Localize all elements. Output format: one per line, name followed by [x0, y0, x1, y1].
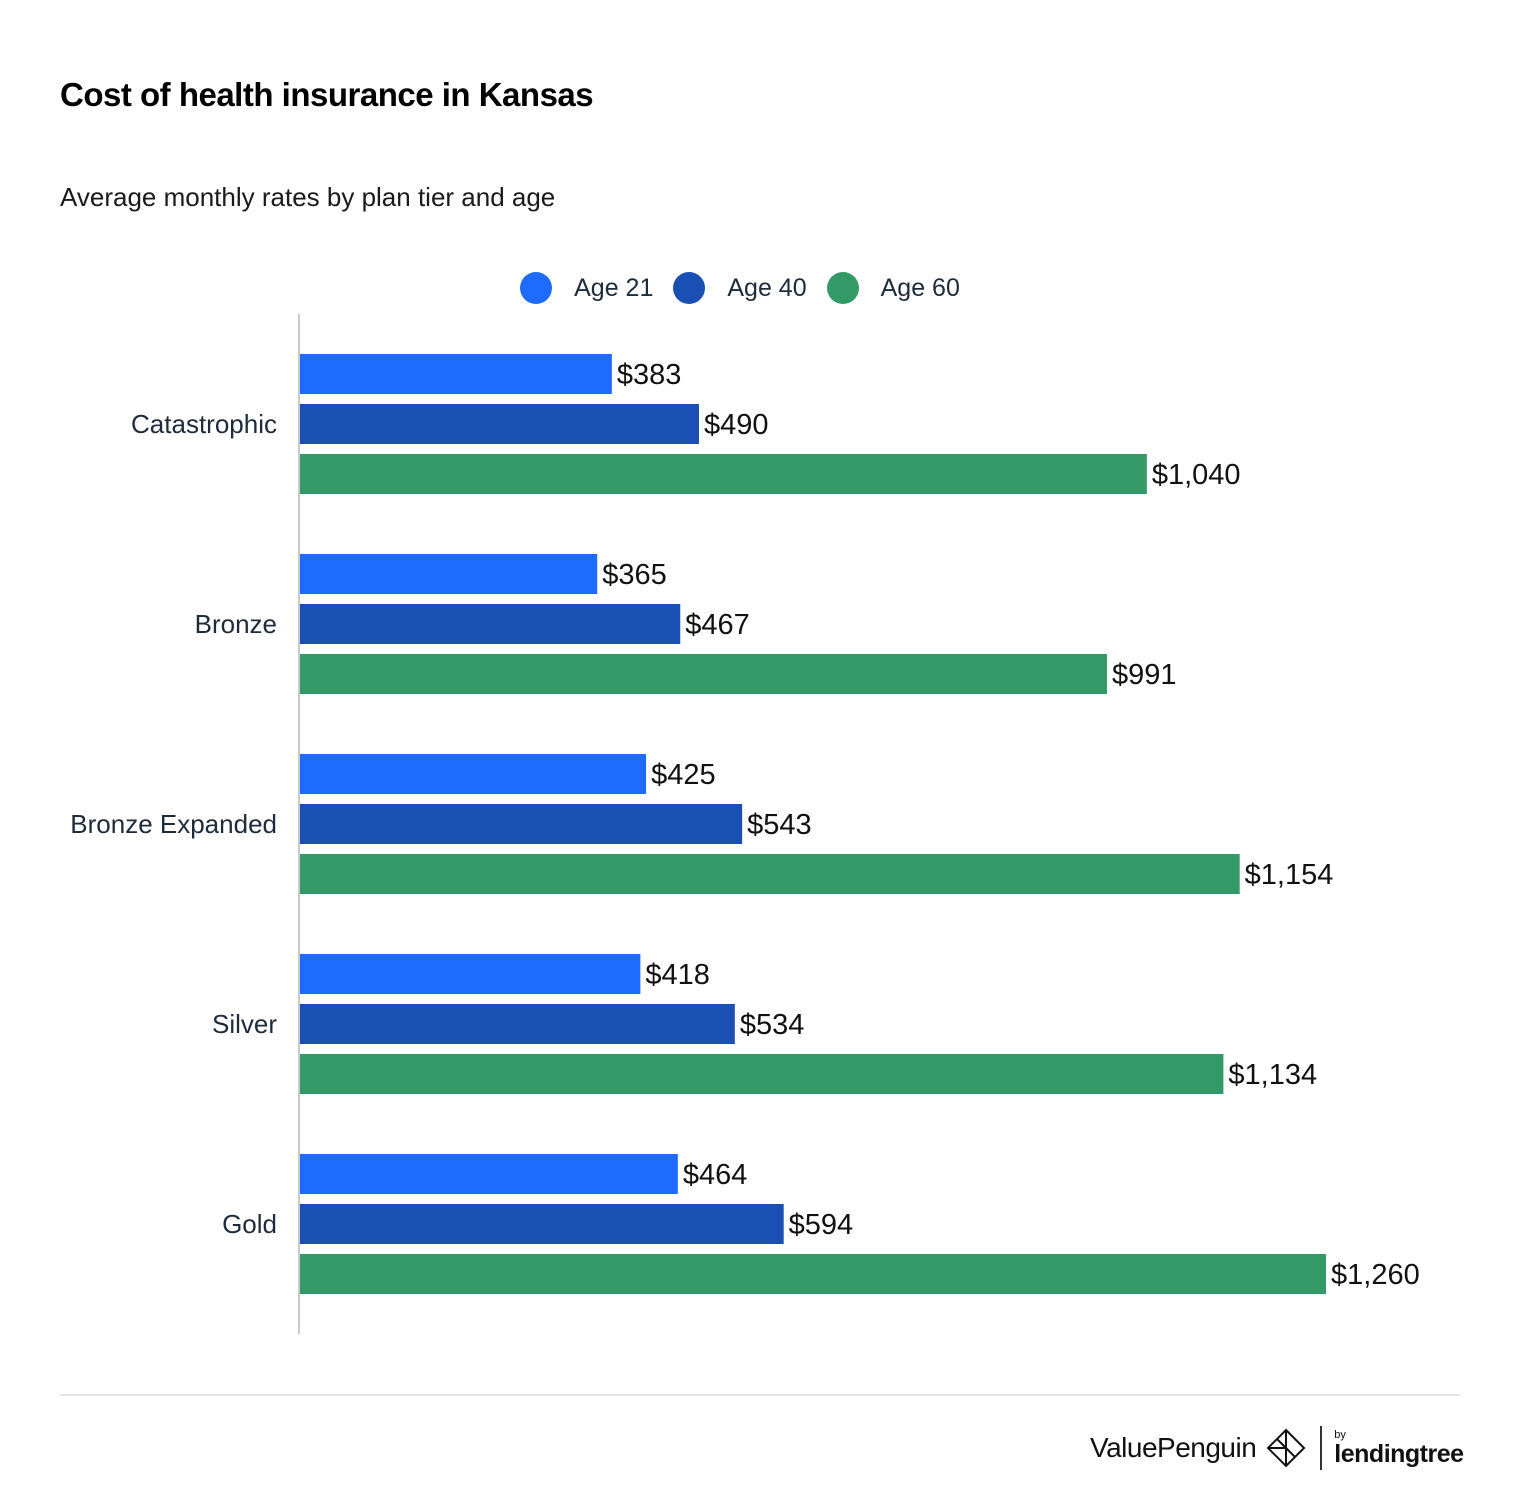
data-label: $543 — [747, 809, 812, 841]
footer-divider — [60, 1394, 1460, 1396]
valuepenguin-logo-text: ValuePenguin — [1090, 1432, 1257, 1463]
brand-separator — [1320, 1426, 1323, 1470]
chart-subtitle: Average monthly rates by plan tier and a… — [60, 182, 556, 212]
bar — [300, 1004, 735, 1044]
data-label: $1,260 — [1331, 1259, 1420, 1291]
legend: Age 21 Age 40 Age 60 — [0, 272, 1520, 304]
data-label: $467 — [685, 609, 750, 641]
data-label: $594 — [789, 1209, 854, 1241]
bar — [300, 1054, 1224, 1094]
legend-item-age-40: Age 40 — [673, 272, 807, 304]
data-label: $534 — [740, 1009, 805, 1041]
valuepenguin-logo-icon — [1266, 1428, 1306, 1468]
bar — [300, 754, 647, 794]
by-label: by — [1334, 1428, 1346, 1441]
legend-label-age-21: Age 21 — [574, 273, 654, 302]
bar — [300, 404, 699, 444]
bar — [300, 1154, 678, 1194]
data-label: $991 — [1112, 659, 1177, 691]
footer-brand: ValuePenguin by lendingtree — [1090, 1426, 1464, 1470]
lendingtree-logo-text: lendingtree — [1334, 1439, 1464, 1468]
category-label: Gold — [222, 1209, 277, 1239]
bar — [300, 604, 681, 644]
legend-item-age-21: Age 21 — [520, 272, 653, 304]
data-label: $383 — [617, 359, 682, 391]
bar — [300, 654, 1107, 694]
legend-label-age-60: Age 60 — [880, 273, 960, 302]
data-label: $464 — [683, 1159, 748, 1191]
data-label: $1,154 — [1245, 859, 1334, 891]
category-label: Bronze — [195, 609, 277, 639]
bar — [300, 1204, 784, 1244]
legend-swatch-age-60 — [826, 272, 859, 304]
bar — [300, 1254, 1326, 1294]
lendingtree-logo: by lendingtree — [1334, 1428, 1464, 1468]
chart-title: Cost of health insurance in Kansas — [60, 76, 594, 113]
category-label: Silver — [212, 1009, 277, 1039]
bar — [300, 354, 612, 394]
data-label: $1,134 — [1228, 1059, 1317, 1091]
bar-chart: Catastrophic $383 $490 $1,040 Bronze $365 $467… — [70, 314, 1420, 1334]
data-label: $418 — [645, 959, 710, 991]
bar — [300, 454, 1147, 494]
legend-item-age-60: Age 60 — [826, 272, 960, 304]
data-label: $490 — [704, 409, 769, 441]
bar — [300, 554, 598, 594]
data-label: $1,040 — [1152, 459, 1241, 491]
legend-swatch-age-21 — [520, 272, 553, 304]
category-label: Bronze Expanded — [70, 809, 277, 839]
category-label: Catastrophic — [131, 409, 277, 439]
data-label: $425 — [651, 759, 716, 791]
data-label: $365 — [602, 559, 667, 591]
bar — [300, 954, 641, 994]
legend-label-age-40: Age 40 — [727, 273, 807, 302]
bar — [300, 804, 743, 844]
legend-swatch-age-40 — [673, 272, 706, 304]
bar — [300, 854, 1240, 894]
